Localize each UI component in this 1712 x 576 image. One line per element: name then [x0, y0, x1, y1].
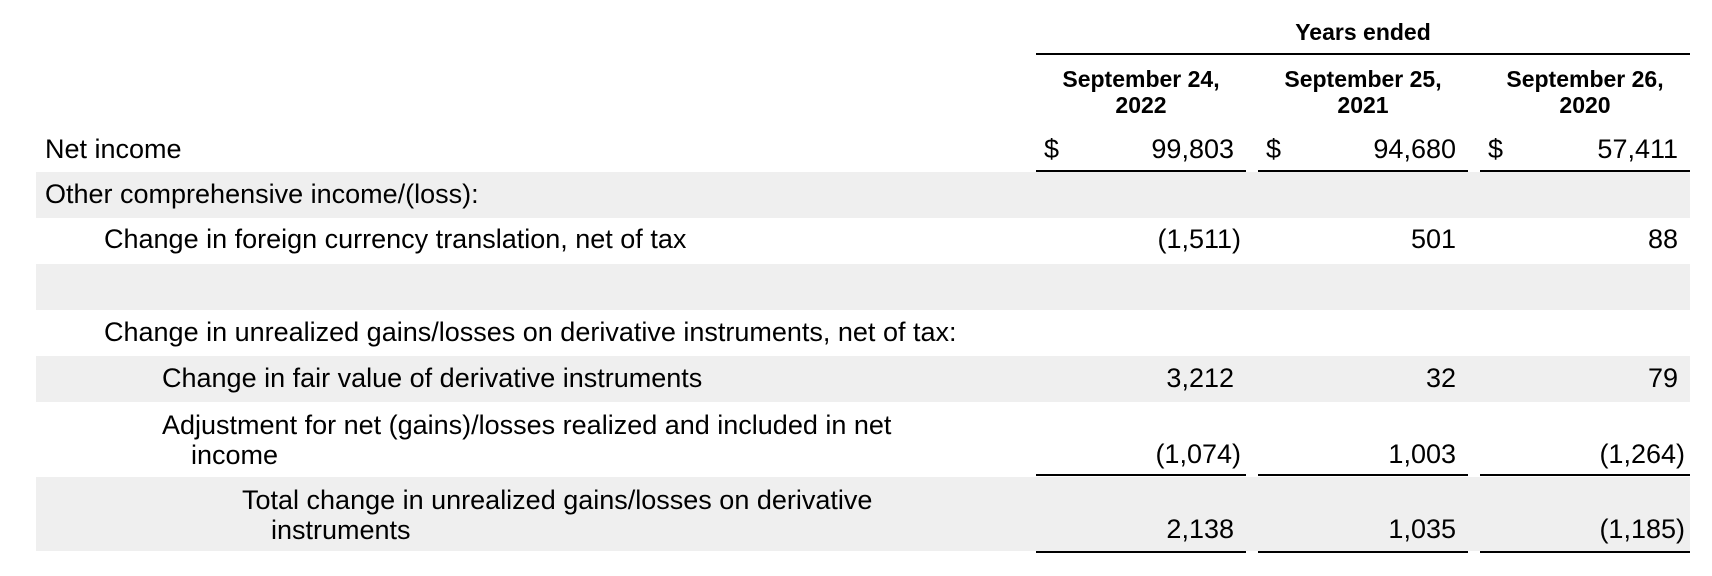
table-row-oci-heading [36, 172, 1690, 218]
value-2020: (1,264) [1599, 439, 1685, 469]
underline-2022 [1036, 474, 1246, 476]
value-2022: 3,212 [1166, 363, 1234, 393]
value-2021: 501 [1410, 224, 1456, 254]
currency-symbol: $ [1266, 134, 1282, 164]
column-header-2020: September 26, 2020 [1480, 66, 1690, 120]
value-2021: 1,003 [1388, 439, 1456, 469]
row-label: Change in unrealized gains/losses on der… [104, 317, 957, 347]
column-header-line1: September 25, [1284, 66, 1442, 92]
value-2020: 57,411 [1597, 134, 1678, 164]
table-row-total-derivative [36, 477, 1690, 551]
row-label-line2: income [191, 440, 279, 470]
underline-2021 [1258, 170, 1468, 172]
underline-2020 [1480, 551, 1690, 553]
value-2022: (1,511) [1157, 224, 1241, 254]
row-label: Net income [45, 134, 182, 164]
underline-2022 [1036, 170, 1246, 172]
row-label-line1: Adjustment for net (gains)/losses realiz… [162, 410, 892, 440]
row-label: Other comprehensive income/(loss): [45, 179, 479, 209]
table-row-fair-value [36, 356, 1690, 402]
value-2022: 99,803 [1151, 134, 1234, 164]
row-label-line2: instruments [271, 515, 411, 545]
column-header-line2: 2021 [1337, 92, 1389, 118]
column-header-line2: 2020 [1559, 92, 1611, 118]
underline-2020 [1480, 474, 1690, 476]
row-label: Total change in unrealized gains/losses … [242, 485, 872, 545]
value-2020: 88 [1647, 224, 1678, 254]
underline-2021 [1258, 551, 1468, 553]
underline-2022 [1036, 551, 1246, 553]
column-header-line1: September 24, [1062, 66, 1220, 92]
header-rule [1036, 53, 1690, 55]
value-2022: 2,138 [1166, 514, 1234, 544]
row-label-line1: Total change in unrealized gains/losses … [242, 485, 873, 515]
row-label: Change in foreign currency translation, … [104, 224, 687, 254]
row-label: Adjustment for net (gains)/losses realiz… [162, 410, 891, 470]
years-ended-header: Years ended [1295, 19, 1431, 45]
underline-2020 [1480, 170, 1690, 172]
column-header-2022: September 24, 2022 [1036, 66, 1246, 120]
value-2020: (1,185) [1599, 514, 1685, 544]
row-label: Change in fair value of derivative instr… [162, 363, 703, 393]
currency-symbol: $ [1044, 134, 1060, 164]
table-row-spacer [36, 264, 1690, 310]
column-header-2021: September 25, 2021 [1258, 66, 1468, 120]
value-2020: 79 [1647, 363, 1678, 393]
value-2021: 94,680 [1373, 134, 1456, 164]
currency-symbol: $ [1488, 134, 1504, 164]
value-2022: (1,074) [1155, 439, 1241, 469]
value-2021: 32 [1425, 363, 1456, 393]
underline-2021 [1258, 474, 1468, 476]
column-header-line1: September 26, [1506, 66, 1664, 92]
value-2021: 1,035 [1388, 514, 1456, 544]
column-header-line2: 2022 [1115, 92, 1167, 118]
